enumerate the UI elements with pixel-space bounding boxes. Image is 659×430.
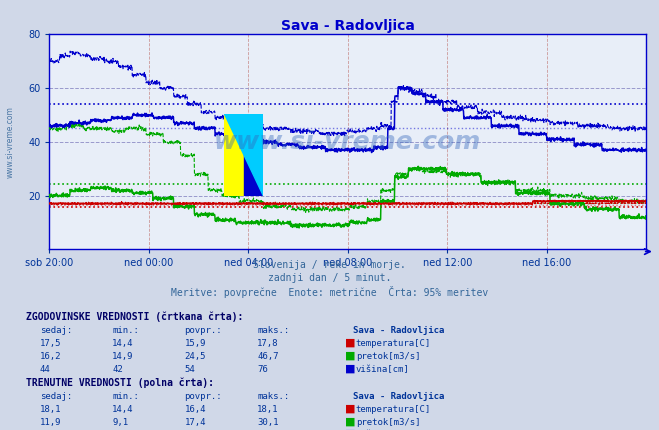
Text: 46,7: 46,7 [257,352,279,361]
Text: 17,8: 17,8 [257,339,279,348]
Text: Slovenija / reke in morje.: Slovenija / reke in morje. [253,260,406,270]
Text: pretok[m3/s]: pretok[m3/s] [356,352,420,361]
Text: www.si-vreme.com: www.si-vreme.com [214,130,481,154]
Text: Meritve: povprečne  Enote: metrične  Črta: 95% meritev: Meritve: povprečne Enote: metrične Črta:… [171,286,488,298]
Text: 11,9: 11,9 [40,418,61,427]
Text: 15,9: 15,9 [185,339,206,348]
Text: temperatura[C]: temperatura[C] [356,339,431,348]
Text: ■: ■ [345,429,355,430]
Text: 18,1: 18,1 [40,405,61,414]
Text: ■: ■ [345,416,355,426]
Text: 30,1: 30,1 [257,418,279,427]
Text: sedaj:: sedaj: [40,326,72,335]
Text: 14,9: 14,9 [112,352,134,361]
Text: min.:: min.: [112,392,139,401]
Text: 44: 44 [40,365,50,374]
Text: 42: 42 [112,365,123,374]
Text: 24,5: 24,5 [185,352,206,361]
Title: Sava - Radovljica: Sava - Radovljica [281,19,415,33]
Text: ■: ■ [345,403,355,413]
Text: pretok[m3/s]: pretok[m3/s] [356,418,420,427]
Text: 14,4: 14,4 [112,405,134,414]
Text: povpr.:: povpr.: [185,392,222,401]
Text: povpr.:: povpr.: [185,326,222,335]
Text: 16,2: 16,2 [40,352,61,361]
Text: 16,4: 16,4 [185,405,206,414]
Text: maks.:: maks.: [257,326,289,335]
Text: 14,4: 14,4 [112,339,134,348]
Text: TRENUTNE VREDNOSTI (polna črta):: TRENUTNE VREDNOSTI (polna črta): [26,378,214,388]
Text: ZGODOVINSKE VREDNOSTI (črtkana črta):: ZGODOVINSKE VREDNOSTI (črtkana črta): [26,312,244,322]
Text: Sava - Radovljica: Sava - Radovljica [353,326,444,335]
Text: www.si-vreme.com: www.si-vreme.com [5,106,14,178]
Text: 18,1: 18,1 [257,405,279,414]
Text: temperatura[C]: temperatura[C] [356,405,431,414]
Text: zadnji dan / 5 minut.: zadnji dan / 5 minut. [268,273,391,283]
Text: ■: ■ [345,363,355,373]
Text: min.:: min.: [112,326,139,335]
Text: 76: 76 [257,365,268,374]
Text: 17,5: 17,5 [40,339,61,348]
Text: višina[cm]: višina[cm] [356,365,410,374]
Text: ■: ■ [345,338,355,347]
Text: 54: 54 [185,365,195,374]
Text: sedaj:: sedaj: [40,392,72,401]
Text: maks.:: maks.: [257,392,289,401]
Text: ■: ■ [345,350,355,360]
Text: Sava - Radovljica: Sava - Radovljica [353,392,444,401]
Text: 9,1: 9,1 [112,418,128,427]
Text: 17,4: 17,4 [185,418,206,427]
